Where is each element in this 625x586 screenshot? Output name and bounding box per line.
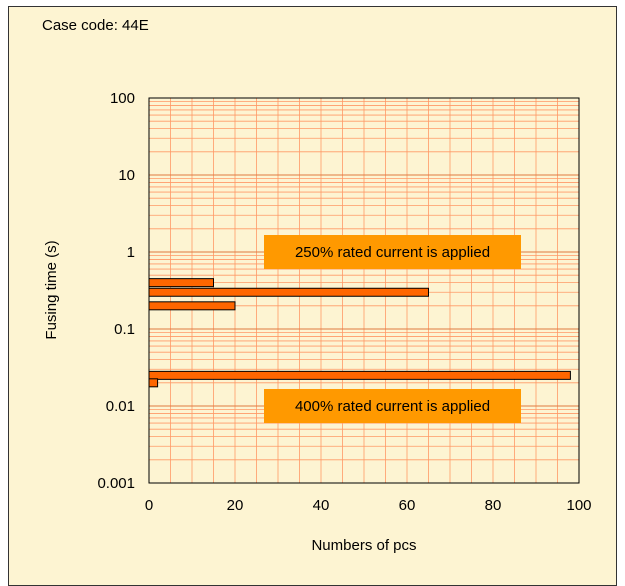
y-tick-label: 0.001 bbox=[97, 475, 135, 492]
bar bbox=[148, 370, 571, 380]
annotation-box bbox=[264, 389, 521, 423]
x-tick-label: 60 bbox=[399, 497, 416, 514]
plot-area-border bbox=[148, 97, 580, 484]
case-code-label: Case code: 44E bbox=[42, 17, 149, 34]
y-tick-label: 1 bbox=[127, 244, 135, 261]
x-tick-label: 40 bbox=[313, 497, 330, 514]
annotation-text: 250% rated current is applied bbox=[295, 244, 490, 261]
x-tick-label: 0 bbox=[145, 497, 153, 514]
x-axis-label: Numbers of pcs bbox=[311, 537, 416, 554]
bar bbox=[148, 301, 236, 311]
y-tick-label: 100 bbox=[110, 90, 135, 107]
y-tick-label: 0.1 bbox=[114, 321, 135, 338]
y-tick-label: 0.01 bbox=[106, 398, 135, 415]
annotation-box bbox=[264, 235, 521, 269]
bar bbox=[148, 378, 159, 388]
chart-svg: Case code: 44E 250% rated current is app… bbox=[42, 17, 592, 554]
annotation-text: 400% rated current is applied bbox=[295, 398, 490, 415]
bar bbox=[148, 287, 429, 297]
x-tick-label: 80 bbox=[485, 497, 502, 514]
y-axis-label: Fusing time (s) bbox=[43, 240, 60, 339]
y-tick-label: 10 bbox=[118, 167, 135, 184]
x-tick-label: 20 bbox=[227, 497, 244, 514]
y-axis-tick-labels: 0.001 0.01 0.1 1 10 100 bbox=[97, 90, 135, 492]
bar bbox=[148, 278, 214, 288]
chart-frame: Case code: 44E 250% rated current is app… bbox=[8, 6, 617, 586]
x-tick-label: 100 bbox=[566, 497, 591, 514]
x-axis-tick-labels: 0 20 40 60 80 100 bbox=[145, 497, 592, 514]
annotations: 250% rated current is applied 400% rated … bbox=[264, 235, 521, 423]
